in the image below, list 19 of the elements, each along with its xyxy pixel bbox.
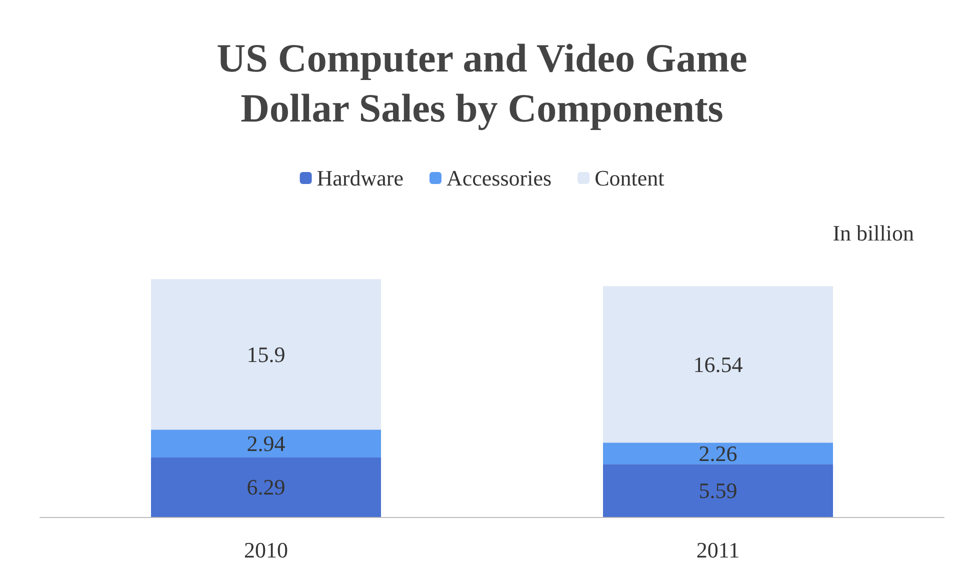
bar: [151, 279, 381, 430]
bar: [603, 464, 833, 517]
legend-label: Content: [594, 166, 664, 190]
bar: [151, 430, 381, 458]
data-label: 6.29: [246, 474, 286, 500]
bar: [151, 457, 381, 517]
data-label: 16.54: [693, 352, 743, 377]
data-label: 5.59: [698, 478, 738, 504]
legend-label: Hardware: [316, 166, 404, 190]
bar: [603, 442, 833, 464]
legend-label: Accessories: [446, 166, 552, 190]
data-label: 2.94: [246, 431, 286, 456]
bar: [603, 286, 833, 443]
x-tick-label: 2010: [244, 538, 288, 562]
data-label: 2.26: [698, 440, 738, 466]
chart-title: US Computer and Video Game Dollar Sales by Components: [216, 36, 748, 130]
x-tick-label: 2011: [696, 538, 740, 562]
text: In billion: [832, 220, 914, 246]
data-label: 15.9: [246, 342, 286, 367]
